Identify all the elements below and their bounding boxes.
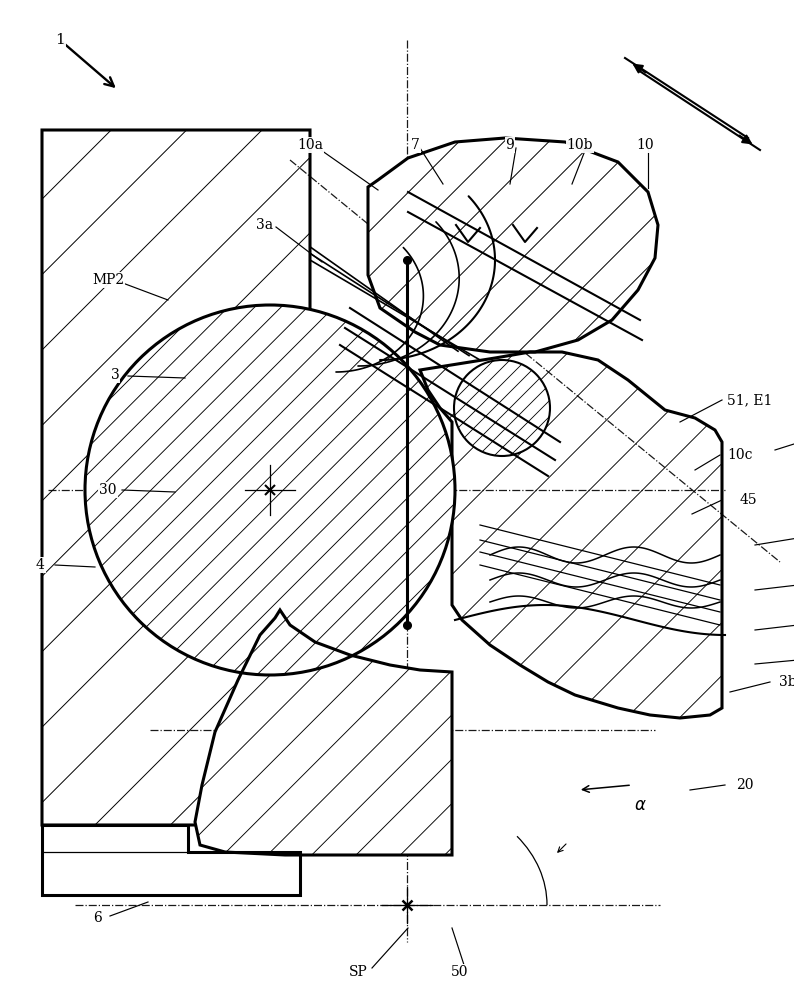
Text: 7: 7 — [410, 138, 419, 152]
Polygon shape — [195, 610, 452, 855]
Text: 50: 50 — [451, 965, 468, 979]
Text: 45: 45 — [739, 493, 757, 507]
Text: 9: 9 — [506, 138, 515, 152]
Text: 10a: 10a — [297, 138, 323, 152]
Text: 10b: 10b — [567, 138, 593, 152]
Circle shape — [85, 305, 455, 675]
Polygon shape — [42, 825, 300, 895]
Text: 10c: 10c — [727, 448, 753, 462]
Text: 3a: 3a — [256, 218, 274, 232]
Polygon shape — [420, 352, 722, 718]
Text: 3b: 3b — [779, 675, 794, 689]
Polygon shape — [368, 138, 658, 352]
Text: 10: 10 — [636, 138, 653, 152]
Text: SP: SP — [349, 965, 368, 979]
Polygon shape — [368, 138, 658, 352]
Polygon shape — [42, 130, 315, 825]
Polygon shape — [42, 130, 315, 825]
Polygon shape — [195, 610, 452, 855]
Text: $\alpha$: $\alpha$ — [634, 796, 646, 814]
Text: 6: 6 — [94, 911, 102, 925]
Text: 30: 30 — [99, 483, 117, 497]
Text: 20: 20 — [736, 778, 754, 792]
Text: 4: 4 — [36, 558, 44, 572]
Circle shape — [454, 360, 550, 456]
Text: 1: 1 — [55, 33, 65, 47]
Circle shape — [85, 305, 455, 675]
Circle shape — [454, 360, 550, 456]
Text: 51, E1: 51, E1 — [727, 393, 773, 407]
Text: 3: 3 — [110, 368, 119, 382]
Polygon shape — [420, 352, 722, 718]
Text: MP2: MP2 — [92, 273, 124, 287]
